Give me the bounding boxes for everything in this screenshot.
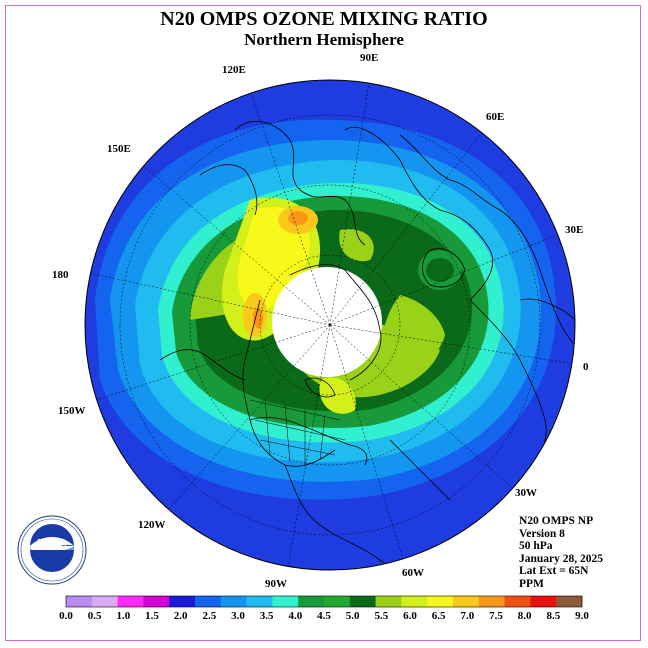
colorbar-tick-label: 5.5 [374,610,388,622]
coastlines [159,121,575,570]
globe-outline [84,79,576,571]
colorbar: 0.0 0.5 1.0 1.5 2.0 2.5 3.0 3.5 4.0 4.5 5.0 5.5 6.0 6… [59,595,589,622]
colorbar-swatch [556,596,583,607]
info-date: January 28, 2025 [519,552,604,565]
colorbar-tick-label: 3.5 [260,610,274,622]
colorbar-swatch [169,596,196,607]
colorbar-swatch [143,596,170,607]
colorbar-tick-label: 2.5 [202,610,216,622]
colorbar-swatch [324,596,351,607]
state-borders [249,399,346,465]
colorbar-swatch [375,596,402,607]
colorbar-swatch [246,596,273,607]
colorbar-swatch [349,596,376,607]
info-version: Version 8 [519,527,565,540]
lon-label-180: 180 [52,269,69,281]
graticule [85,80,575,570]
colorbar-swatch [272,596,299,607]
colorbar-tick-label: 5.0 [346,610,360,622]
colorbar-tick-label: 4.5 [317,610,331,622]
colorbar-swatch [298,596,325,607]
colorbar-tick-label: 1.5 [145,610,159,622]
colorbar-tick-label: 4.0 [288,610,302,622]
longitude-labels: 90E 60E 30E 0 30W 60W 90W 120W 150W 180 … [52,52,589,590]
map-subtitle: Northern Hemisphere [244,30,404,49]
colorbar-swatch [91,596,118,607]
colorbar-tick-label: 1.0 [116,610,130,622]
lon-label-0: 0 [583,361,589,373]
colorbar-tick-label: 0.0 [59,610,73,622]
colorbar-tick-label: 2.0 [174,610,188,622]
colorbar-swatch [117,596,144,607]
lon-label-150w: 150W [58,405,86,417]
info-product: N20 OMPS NP [519,515,594,527]
info-lat-ext: Lat Ext = 65N [519,565,589,578]
colorbar-swatch [504,596,531,607]
colorbar-tick-label: 6.0 [403,610,417,622]
lon-label-60w: 60W [402,567,424,579]
missing-data-polar-cap [272,267,382,377]
map-title: N20 OMPS OZONE MIXING RATIO [160,8,488,30]
colorbar-swatch [66,596,93,607]
colorbar-tick-label: 8.5 [546,610,560,622]
lon-label-30e: 30E [565,224,583,236]
colorbar-tick-label: 0.5 [88,610,102,622]
colorbar-tick-label: 9.0 [575,610,589,622]
colorbar-swatch [427,596,454,607]
colorbar-swatch [453,596,480,607]
noaa-logo-text: NOAA [37,538,66,549]
colorbar-tick-label: 8.0 [518,610,532,622]
lon-label-120e: 120E [222,64,246,76]
colorbar-tick-label: 3.0 [231,610,245,622]
lon-label-90e: 90E [360,52,378,64]
info-level: 50 hPa [519,540,553,553]
colorbar-swatch [401,596,428,607]
colorbar-swatch [530,596,557,607]
lon-label-30w: 30W [515,487,537,499]
lon-label-60e: 60E [486,111,504,123]
ozone-field [85,80,575,570]
colorbar-swatch [195,596,222,607]
colorbar-tick-label: 7.5 [489,610,503,622]
colorbar-tick-label: 6.5 [432,610,446,622]
info-units: PPM [519,577,544,590]
colorbar-tick-label: 7.0 [460,610,474,622]
lon-label-150e: 150E [107,143,131,155]
lon-label-90w: 90W [265,578,287,590]
colorbar-swatch [220,596,247,607]
lon-label-120w: 120W [138,519,166,531]
noaa-logo: NOAA [17,515,87,585]
info-panel: N20 OMPS NP Version 8 50 hPa January 28,… [519,515,603,591]
colorbar-swatch [478,596,505,607]
